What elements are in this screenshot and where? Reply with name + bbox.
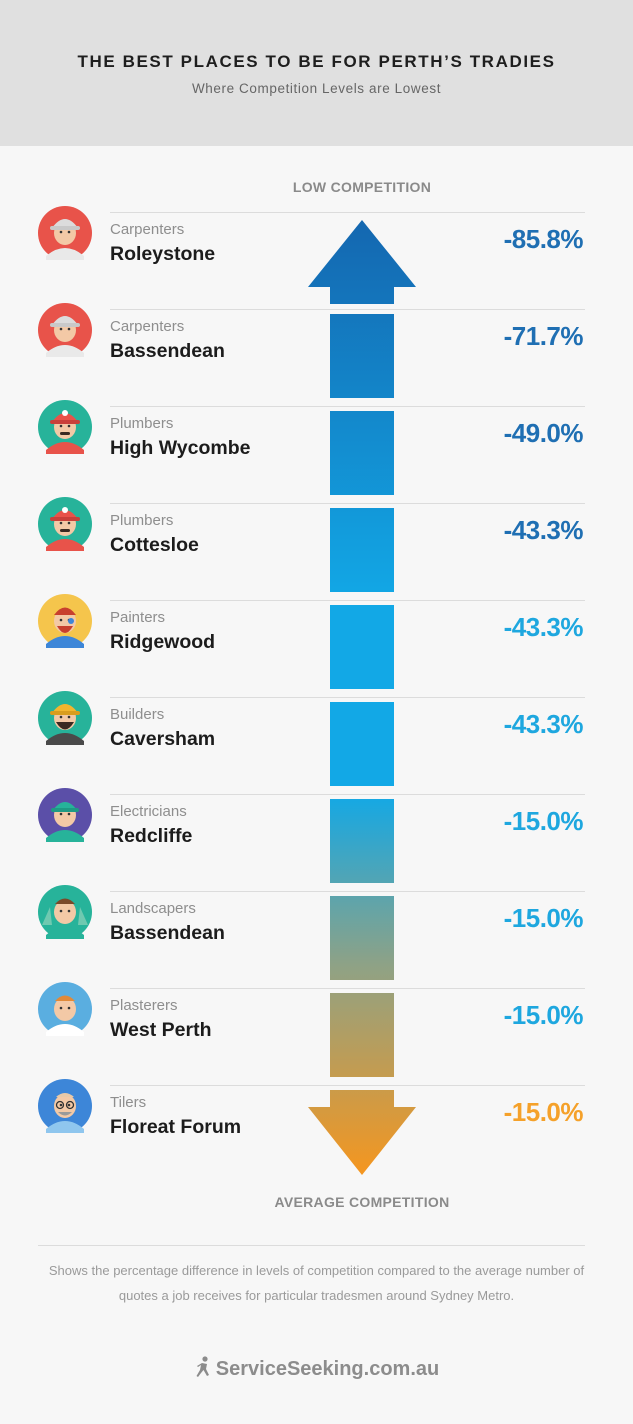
row-separator <box>110 600 585 601</box>
page-subtitle: Where Competition Levels are Lowest <box>191 81 442 96</box>
arrow-segment <box>330 993 394 1077</box>
trade-label: Electricians <box>110 803 187 820</box>
painter-icon <box>38 594 92 648</box>
builder-icon <box>38 691 92 745</box>
table-row: Electricians Redcliffe -15.0% <box>0 788 633 891</box>
table-row: Painters Ridgewood -43.3% <box>0 594 633 697</box>
suburb-label: Cottesloe <box>110 534 199 556</box>
arrow-segment <box>330 314 394 398</box>
carpenter-icon <box>38 206 92 260</box>
page-title: THE BEST PLACES TO BE FOR PERTH’S TRADIE… <box>77 52 556 71</box>
low-competition-label: LOW COMPETITION <box>292 179 432 195</box>
arrow-head-up <box>308 220 416 304</box>
trade-label: Plumbers <box>110 415 174 432</box>
table-row: Tilers Floreat Forum -15.0% <box>0 1079 633 1182</box>
trade-label: Carpenters <box>110 221 185 238</box>
arrow-segment <box>330 799 394 883</box>
average-competition-label: AVERAGE COMPETITION <box>274 1194 450 1210</box>
row-separator <box>110 891 585 892</box>
carpenter-icon <box>38 303 92 357</box>
suburb-label: Bassendean <box>110 340 225 362</box>
row-separator <box>110 988 585 989</box>
arrow-segment <box>330 411 394 495</box>
row-separator <box>110 697 585 698</box>
percentage-value: -43.3% <box>503 612 584 642</box>
trade-label: Painters <box>110 609 166 626</box>
percentage-value: -15.0% <box>503 806 584 836</box>
arrow-segment <box>330 896 394 980</box>
arrow-head-down <box>308 1090 416 1175</box>
trade-label: Landscapers <box>110 900 196 917</box>
runner-icon <box>196 1356 209 1377</box>
percentage-value: -43.3% <box>503 709 584 739</box>
landscaper-icon <box>38 885 92 939</box>
electrician-icon <box>38 788 92 842</box>
trade-label: Builders <box>110 706 165 723</box>
suburb-label: Bassendean <box>110 922 225 944</box>
percentage-value: -49.0% <box>503 418 584 448</box>
suburb-label: Caversham <box>110 728 216 750</box>
row-separator <box>110 794 585 795</box>
percentage-value: -85.8% <box>503 224 584 254</box>
table-row: Builders Caversham -43.3% <box>0 691 633 794</box>
row-separator <box>110 406 585 407</box>
footnote: Shows the percentage difference in level… <box>48 1263 585 1303</box>
suburb-label: Ridgewood <box>110 631 216 653</box>
arrow-segment <box>330 605 394 689</box>
row-separator <box>110 212 585 213</box>
suburb-label: West Perth <box>110 1019 212 1041</box>
plumber-icon <box>38 400 92 454</box>
row-separator <box>110 1085 585 1086</box>
arrow-segment <box>330 508 394 592</box>
suburb-label: Roleystone <box>110 243 216 265</box>
tiler-icon <box>38 1079 92 1133</box>
table-row: Landscapers Bassendean -15.0% <box>0 885 633 988</box>
trade-label: Carpenters <box>110 318 185 335</box>
percentage-value: -15.0% <box>503 1097 584 1127</box>
table-row: Plumbers High Wycombe -49.0% <box>0 400 633 503</box>
table-row: Carpenters Roleystone -85.8% <box>0 206 633 309</box>
percentage-value: -15.0% <box>503 903 584 933</box>
trade-label: Plasterers <box>110 997 178 1014</box>
arrow-segment <box>330 702 394 786</box>
percentage-value: -43.3% <box>503 515 584 545</box>
table-row: Plumbers Cottesloe -43.3% <box>0 497 633 600</box>
header-banner: THE BEST PLACES TO BE FOR PERTH’S TRADIE… <box>0 0 633 146</box>
row-separator <box>110 503 585 504</box>
brand-name: ServiceSeeking.com.au <box>215 1358 440 1380</box>
table-row: Carpenters Bassendean -71.7% <box>0 303 633 406</box>
table-row: Plasterers West Perth -15.0% <box>0 982 633 1085</box>
percentage-value: -71.7% <box>503 321 584 351</box>
trade-label: Plumbers <box>110 512 174 529</box>
row-separator <box>110 309 585 310</box>
footer-divider <box>38 1245 585 1246</box>
suburb-label: Floreat Forum <box>110 1116 242 1138</box>
percentage-value: -15.0% <box>503 1000 584 1030</box>
suburb-label: High Wycombe <box>110 437 251 459</box>
plasterer-icon <box>38 982 92 1036</box>
suburb-label: Redcliffe <box>110 825 193 847</box>
trade-label: Tilers <box>110 1094 147 1111</box>
plumber-icon <box>38 497 92 551</box>
brand-logo[interactable]: ServiceSeeking.com.au <box>0 1356 633 1381</box>
